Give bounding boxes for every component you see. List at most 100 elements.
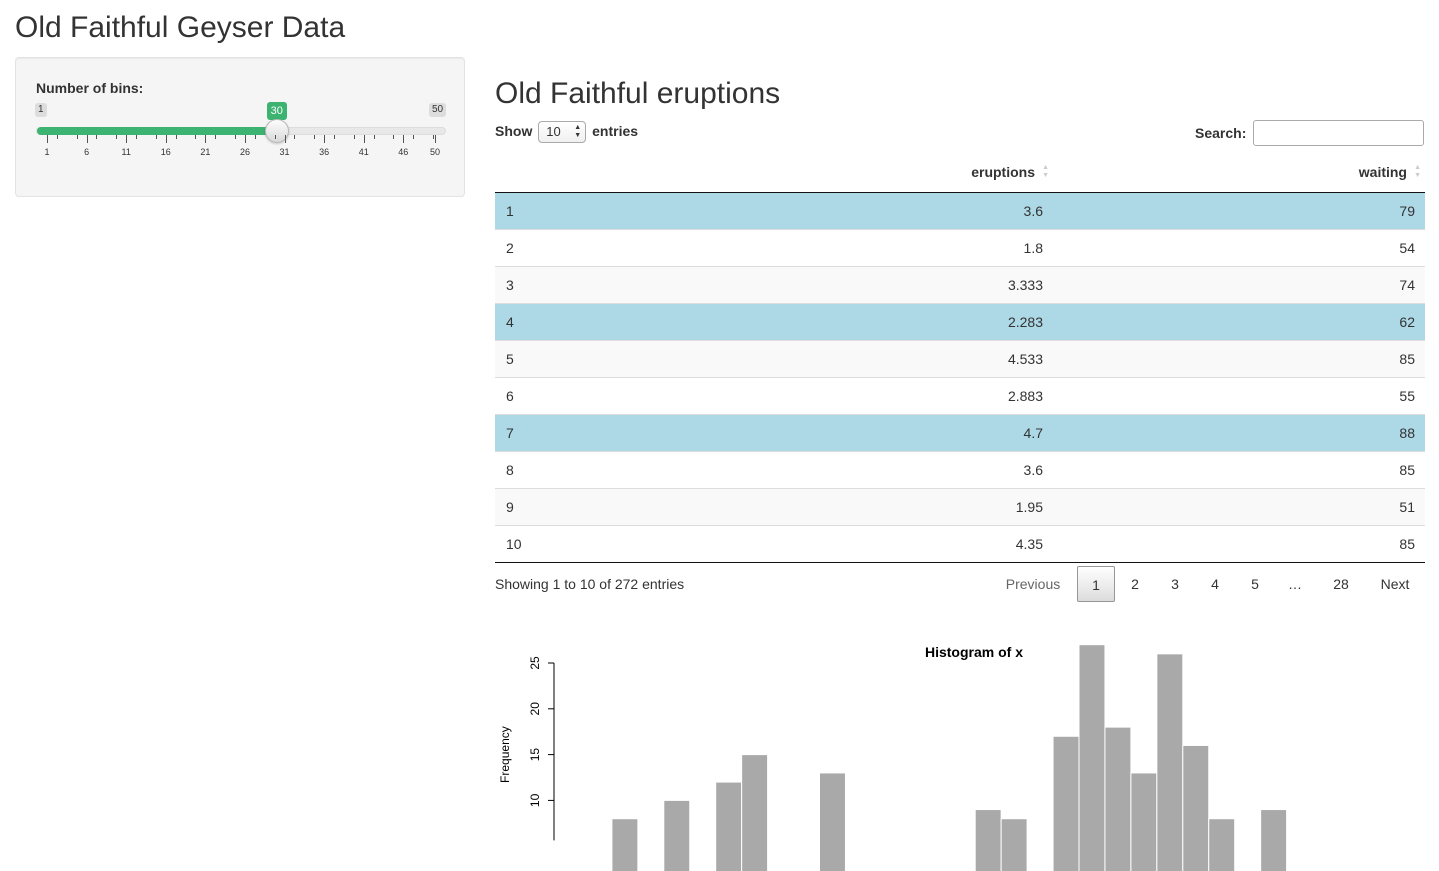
entries-select[interactable]: 10 ▲ ▼ <box>538 121 587 144</box>
table-cell-eruptions: 3.333 <box>867 265 1053 303</box>
table-cell-eruptions: 1.8 <box>867 228 1053 266</box>
table-cell-waiting: 85 <box>1053 339 1425 377</box>
slider-tick <box>175 135 177 139</box>
slider-tick <box>96 135 98 139</box>
page-button-1[interactable]: 1 <box>1077 566 1115 602</box>
table-cell-index: 5 <box>495 339 867 377</box>
slider-tick-label: 36 <box>319 147 330 157</box>
slider-tick <box>136 135 138 139</box>
table-row[interactable]: 9 1.95 51 <box>495 487 1425 525</box>
table-cell-index: 10 <box>495 524 867 563</box>
histogram-bar <box>1182 744 1210 871</box>
slider-tick-label: 11 <box>121 147 131 157</box>
histogram-bar <box>1052 735 1080 871</box>
select-arrows-icon: ▲ ▼ <box>574 124 582 140</box>
y-axis-tick-label: 20 <box>528 702 542 716</box>
next-page-button[interactable]: Next <box>1380 576 1410 592</box>
table-cell-waiting: 88 <box>1053 413 1425 451</box>
histogram-bar <box>974 809 1002 871</box>
entries-label: entries <box>592 123 639 139</box>
table-cell-waiting: 54 <box>1053 228 1425 266</box>
histogram-plot: Histogram of x 10 15 20 25 Frequency <box>498 644 1288 871</box>
page-button-2[interactable]: 2 <box>1131 576 1139 592</box>
sort-icon: ▲ ▼ <box>1414 164 1421 179</box>
slider-tick <box>393 135 395 139</box>
bins-slider-handle[interactable] <box>264 119 289 143</box>
slider-tick <box>413 135 415 139</box>
slider-tick <box>235 135 237 139</box>
table-row[interactable]: 2 1.8 54 <box>495 228 1425 266</box>
table-cell-eruptions: 3.6 <box>867 450 1053 488</box>
slider-tick <box>254 135 256 139</box>
slider-tick-label: 21 <box>200 147 211 157</box>
table-cell-eruptions: 2.883 <box>867 376 1053 414</box>
show-label: Show <box>495 123 533 139</box>
slider-tick <box>403 135 405 143</box>
histogram-bar <box>1130 772 1158 871</box>
table-header-row: eruptions ▲ ▼ waiting ▲ ▼ <box>495 153 1425 193</box>
previous-page-button[interactable]: Previous <box>1005 576 1061 592</box>
page-button-5[interactable]: 5 <box>1251 576 1259 592</box>
bins-slider-fill <box>37 127 278 135</box>
slider-tick <box>363 135 365 143</box>
page-button-3[interactable]: 3 <box>1171 576 1179 592</box>
search-input[interactable] <box>1253 120 1424 146</box>
slider-tick <box>324 135 326 143</box>
slider-value-label: 30 <box>266 102 287 124</box>
slider-tick <box>215 135 217 139</box>
table-cell-index: 1 <box>506 202 514 219</box>
table-cell-eruptions: 4.7 <box>867 413 1053 451</box>
table-row[interactable]: 5 4.533 85 <box>495 339 1425 377</box>
slider-tick <box>353 135 355 139</box>
slider-max-label: 50 <box>429 103 447 117</box>
table-row[interactable]: 6 2.883 55 <box>495 376 1425 414</box>
search-label: Search: <box>1195 125 1247 141</box>
slider-tick <box>195 135 197 139</box>
entries-select-value: 10 <box>546 124 561 140</box>
sidebar-panel: Number of bins: 1 50 30 1 6 11 16 21 26 31 36 41… <box>15 57 465 197</box>
table-cell-index: 6 <box>495 376 867 414</box>
table-cell-waiting: 55 <box>1053 376 1425 414</box>
table-cell-index: 7 <box>495 413 867 451</box>
column-header-waiting-label: waiting <box>1358 164 1407 181</box>
slider-tick <box>56 135 58 139</box>
y-axis-tick-label: 25 <box>528 656 542 670</box>
column-header-eruptions[interactable]: eruptions ▲ ▼ <box>867 153 1053 193</box>
slider-tick <box>244 135 246 143</box>
y-axis-tick-label: 15 <box>528 748 542 762</box>
histogram-bar <box>663 799 691 871</box>
table-info: Showing 1 to 10 of 272 entries <box>495 576 685 592</box>
table-cell-index: 8 <box>495 450 867 488</box>
main-title: Old Faithful eruptions <box>495 77 781 110</box>
slider-tick <box>435 135 436 143</box>
table-row[interactable]: 1 3.6 79 <box>495 192 1425 229</box>
histogram-bar <box>611 818 639 871</box>
slider-tick-label: 6 <box>84 147 90 157</box>
slider-tick-label: 26 <box>239 147 250 157</box>
table-row[interactable]: 10 4.35 85 <box>495 524 1425 563</box>
table-cell-waiting: 79 <box>1399 202 1415 219</box>
column-header-index[interactable] <box>495 153 867 193</box>
entries-length-control: Show 10 ▲ ▼ entries <box>495 120 639 144</box>
histogram-bar <box>1000 818 1028 871</box>
table-cell-eruptions: 4.35 <box>867 524 1053 563</box>
page-button-28[interactable]: 28 <box>1333 576 1349 592</box>
slider-tick <box>47 135 48 143</box>
table-row[interactable]: 8 3.6 85 <box>495 450 1425 488</box>
y-axis-label: Frequency <box>498 726 512 783</box>
table-row[interactable]: 4 2.283 62 <box>495 302 1425 340</box>
column-header-waiting[interactable]: waiting ▲ ▼ <box>1053 153 1425 193</box>
slider-tick <box>433 135 435 139</box>
bins-slider-label: Number of bins: <box>36 80 144 96</box>
page-button-4[interactable]: 4 <box>1211 576 1219 592</box>
table-cell-eruptions: 1.95 <box>867 487 1053 525</box>
slider-tick-label: 16 <box>160 147 171 157</box>
y-axis-tick-label: 10 <box>528 793 542 807</box>
chart-title: Histogram of x <box>925 644 1023 660</box>
bins-slider-track[interactable] <box>36 127 446 135</box>
table-cell-waiting: 51 <box>1053 487 1425 525</box>
table-row[interactable]: 7 4.7 88 <box>495 413 1425 451</box>
table-row[interactable]: 3 3.333 74 <box>495 265 1425 303</box>
slider-tick <box>86 135 88 143</box>
table-cell-waiting: 62 <box>1053 302 1425 340</box>
